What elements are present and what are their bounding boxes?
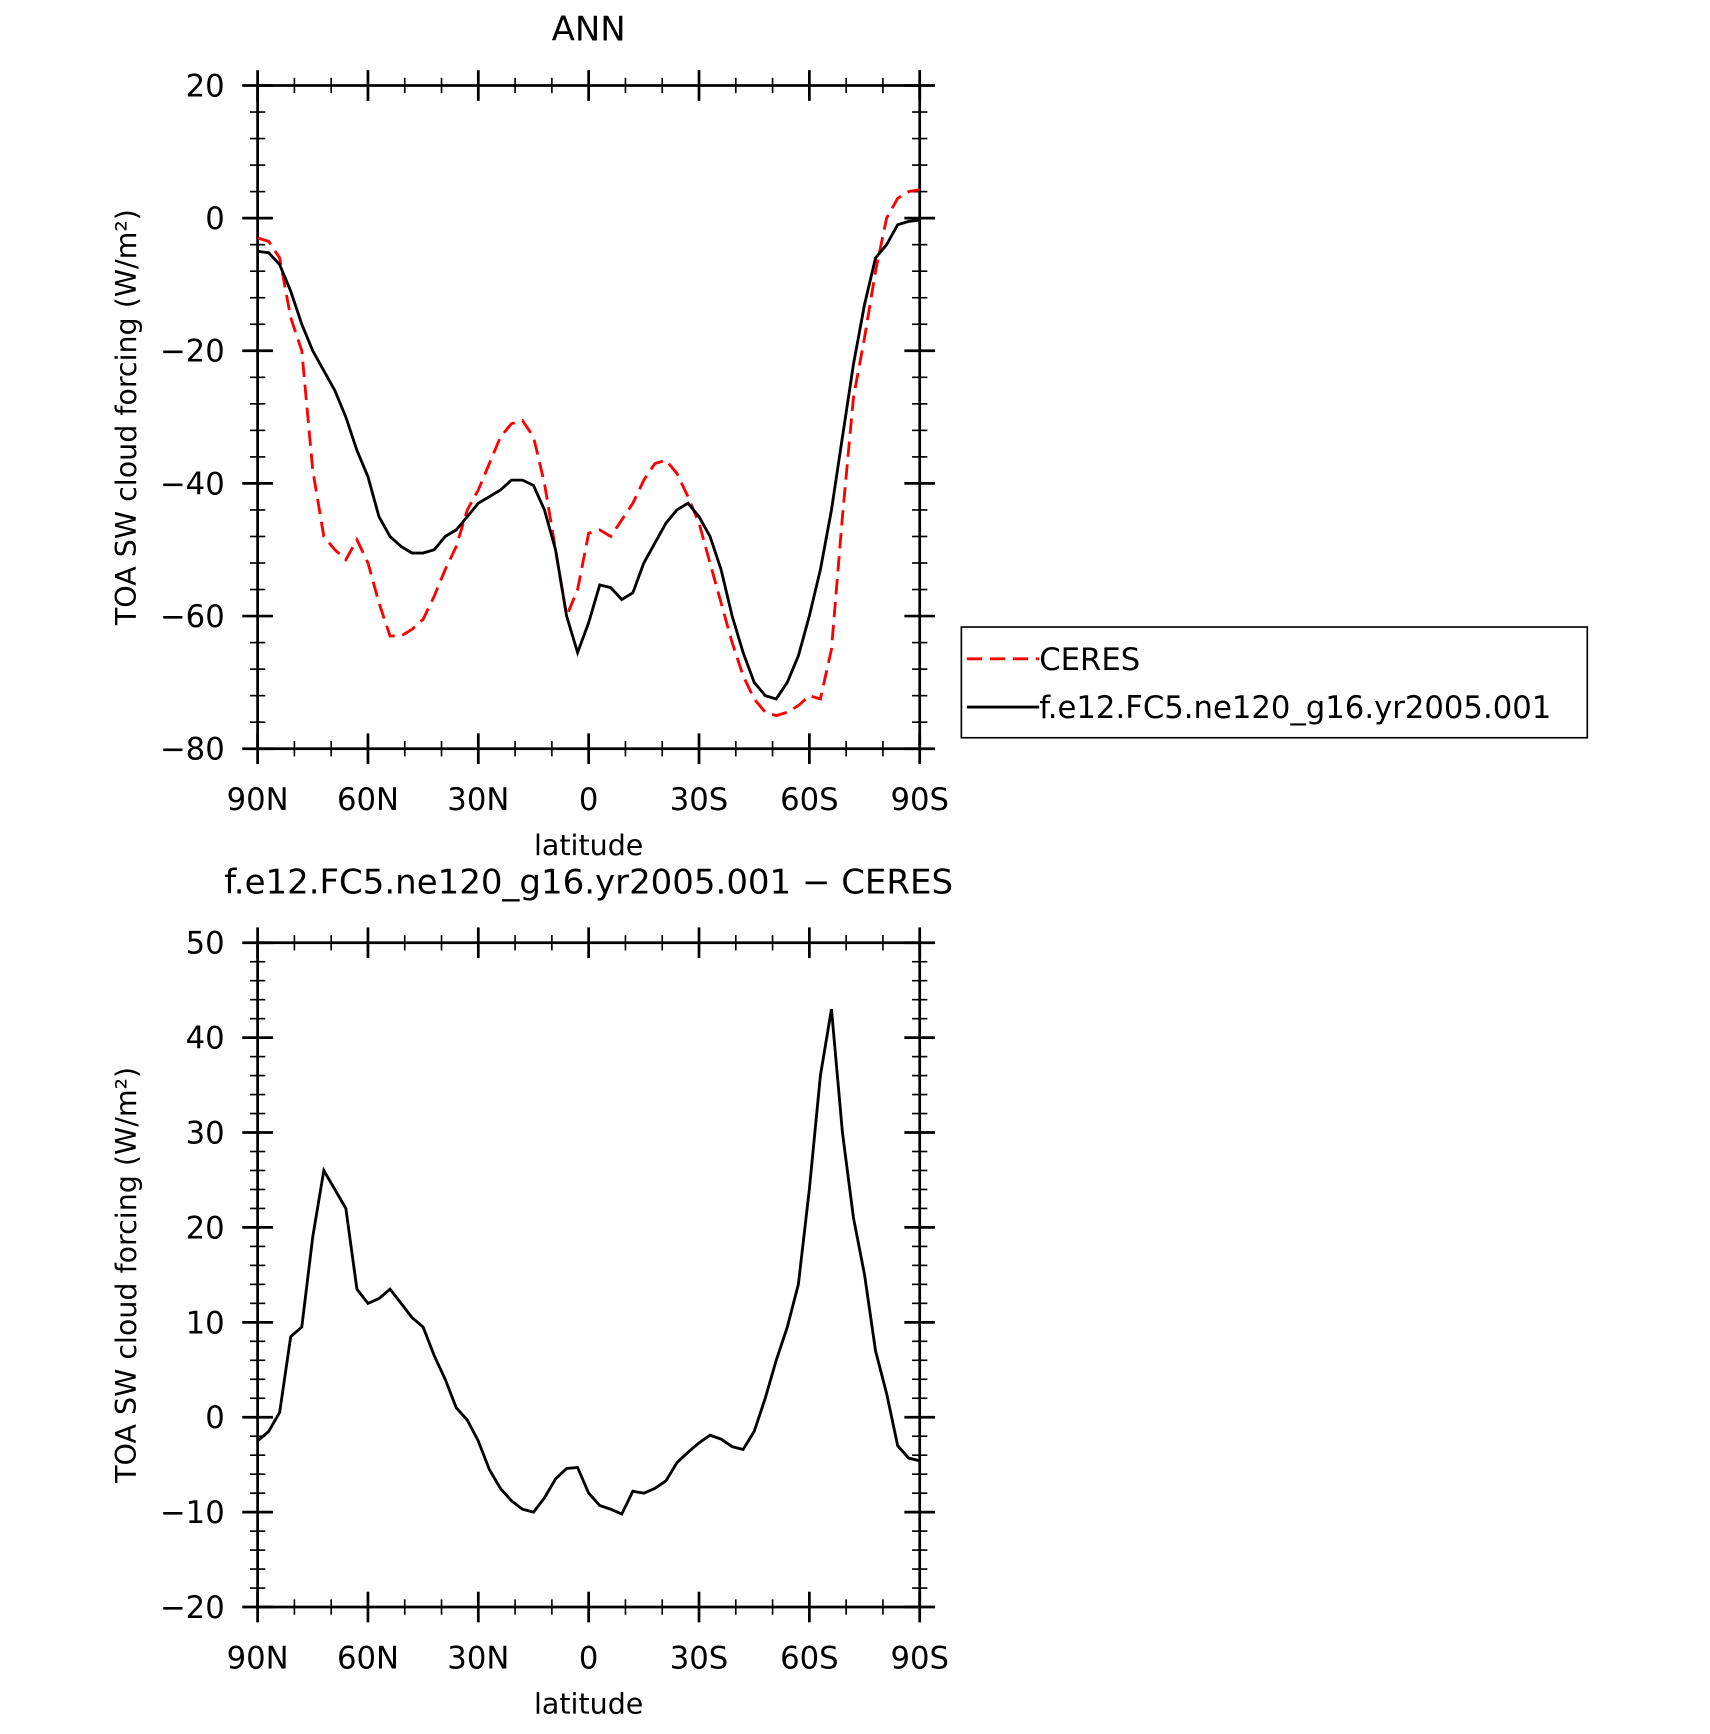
legend-label: f.e12.FC5.ne120_g16.yr2005.001: [1039, 691, 1551, 726]
y-axis-label: TOA SW cloud forcing (W/m²): [110, 209, 143, 626]
x-tick-label: 90S: [890, 1641, 949, 1676]
legend-box: [960, 626, 1589, 739]
x-tick-label: 0: [579, 1641, 599, 1676]
data-line: [256, 1008, 921, 1516]
y-tick-label: −80: [160, 733, 225, 768]
x-tick-label: 60N: [337, 1641, 399, 1676]
x-tick-label: 0: [579, 783, 599, 818]
data-line: [257, 218, 920, 701]
x-tick-label: 30S: [670, 1641, 729, 1676]
x-tick-label: 90N: [227, 1641, 289, 1676]
data-line: [257, 188, 920, 718]
y-tick-label: −20: [160, 335, 225, 370]
y-tick-label: 0: [205, 202, 225, 237]
y-tick-label: 10: [186, 1306, 225, 1341]
chart-title: f.e12.FC5.ne120_g16.yr2005.001 − CERES: [224, 862, 953, 902]
plots: ANN latitude TOA SW cloud forcing (W/m²) −8…: [110, 10, 1589, 1720]
x-tick-label: 30N: [447, 783, 509, 818]
y-tick-label: 0: [205, 1401, 225, 1436]
x-axis-label: latitude: [534, 1687, 643, 1720]
y-axis-label: TOA SW cloud forcing (W/m²): [110, 1067, 143, 1484]
y-tick-label: −40: [160, 467, 225, 502]
y-tick-label: 20: [186, 1211, 225, 1246]
plot-frame: [256, 84, 922, 751]
plot-frame: [256, 941, 922, 1609]
x-tick-label: 60S: [780, 1641, 839, 1676]
y-tick-label: 20: [186, 69, 225, 104]
legend-label: CERES: [1039, 643, 1140, 678]
x-axis-label: latitude: [534, 829, 643, 862]
y-tick-label: −20: [160, 1591, 225, 1626]
y-tick-label: −10: [160, 1496, 225, 1531]
x-tick-label: 90N: [227, 783, 289, 818]
y-tick-label: −60: [160, 600, 225, 635]
x-tick-label: 30N: [447, 1641, 509, 1676]
chart-title: ANN: [552, 10, 626, 50]
x-tick-label: 30S: [670, 783, 729, 818]
x-tick-label: 60N: [337, 783, 399, 818]
x-tick-label: 60S: [780, 783, 839, 818]
y-tick-label: 50: [186, 927, 225, 962]
y-tick-label: 30: [186, 1116, 225, 1151]
y-tick-label: 40: [186, 1022, 225, 1057]
x-tick-label: 90S: [890, 783, 949, 818]
